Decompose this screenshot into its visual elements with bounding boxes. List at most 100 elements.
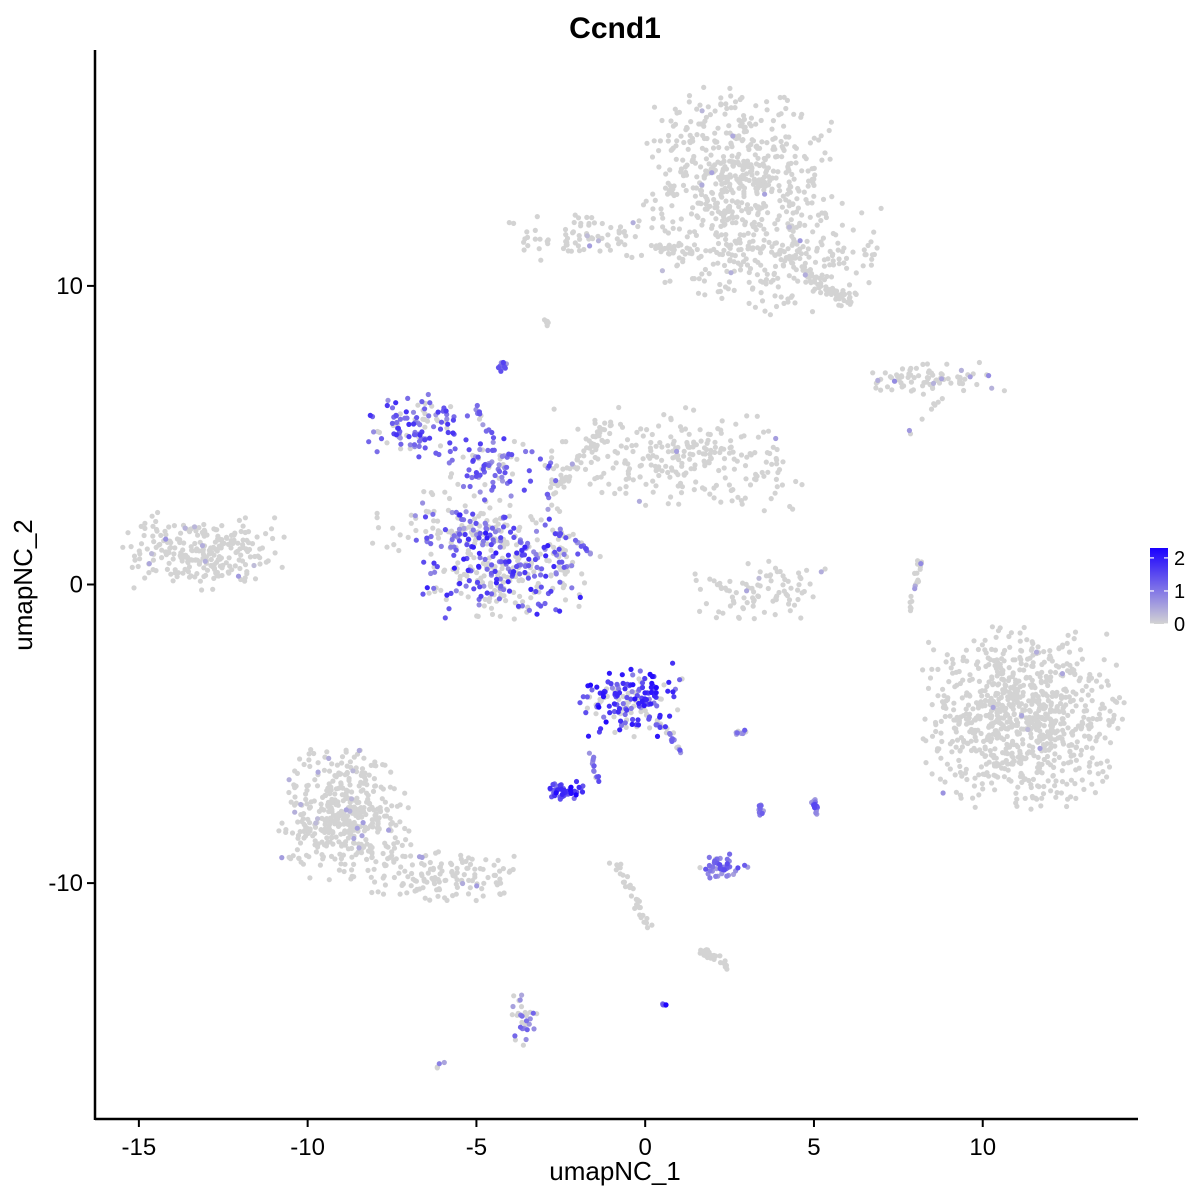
cell-point bbox=[384, 440, 390, 446]
cell-point bbox=[899, 384, 905, 390]
cell-point bbox=[297, 840, 304, 846]
cell-point bbox=[732, 238, 738, 244]
cell-point bbox=[180, 570, 186, 576]
cell-point bbox=[460, 454, 466, 460]
cell-point bbox=[1005, 677, 1012, 684]
cell-point bbox=[687, 250, 693, 256]
cell-point bbox=[573, 792, 579, 798]
cell-point bbox=[598, 474, 604, 480]
cell-point bbox=[653, 685, 659, 691]
cell-point bbox=[626, 475, 632, 481]
cell-point bbox=[1040, 742, 1047, 748]
cell-point bbox=[408, 512, 414, 518]
cell-point bbox=[1070, 697, 1076, 703]
cell-point bbox=[535, 580, 541, 587]
cell-point bbox=[791, 264, 797, 270]
cell-point bbox=[1013, 742, 1020, 748]
cell-point bbox=[522, 544, 528, 550]
cell-point bbox=[615, 709, 621, 715]
cell-point bbox=[1038, 803, 1044, 809]
cell-point bbox=[590, 756, 596, 763]
cell-point bbox=[718, 210, 724, 217]
cell-point bbox=[703, 947, 710, 953]
cell-point bbox=[662, 724, 669, 730]
cell-point bbox=[431, 881, 438, 887]
cell-point bbox=[645, 453, 651, 459]
cell-point bbox=[579, 571, 585, 577]
cell-point bbox=[818, 290, 824, 296]
cell-point bbox=[371, 429, 377, 435]
cell-point bbox=[965, 702, 972, 708]
cell-point bbox=[1029, 677, 1035, 683]
cell-point bbox=[753, 121, 759, 127]
cell-point bbox=[1099, 701, 1105, 707]
cell-point bbox=[420, 885, 426, 891]
cell-point bbox=[809, 309, 816, 315]
cell-point bbox=[795, 278, 801, 284]
cell-point bbox=[930, 380, 937, 386]
cell-point bbox=[799, 212, 805, 218]
cell-point bbox=[1010, 706, 1016, 712]
cell-point bbox=[884, 384, 891, 390]
cell-point bbox=[467, 483, 473, 490]
cell-point bbox=[431, 585, 437, 591]
cell-point bbox=[928, 406, 935, 412]
cell-point bbox=[559, 791, 566, 798]
cell-point bbox=[744, 206, 751, 212]
cell-point bbox=[657, 696, 663, 702]
cell-point bbox=[688, 466, 694, 472]
cell-point bbox=[356, 845, 362, 851]
cell-point bbox=[517, 571, 523, 577]
cell-point bbox=[694, 213, 700, 219]
cell-point bbox=[683, 187, 689, 194]
cell-point bbox=[622, 458, 628, 464]
cell-point bbox=[398, 441, 404, 447]
cell-point bbox=[681, 139, 687, 146]
cell-point bbox=[329, 761, 335, 767]
cell-point bbox=[654, 703, 660, 709]
cell-point bbox=[1018, 726, 1025, 732]
cell-point bbox=[389, 849, 395, 855]
cell-point bbox=[838, 303, 844, 309]
cell-point bbox=[724, 856, 730, 862]
cell-point bbox=[455, 560, 461, 566]
cell-point bbox=[721, 456, 728, 462]
cell-point bbox=[162, 528, 168, 534]
cell-point bbox=[636, 218, 642, 224]
cell-point bbox=[805, 246, 811, 252]
cell-point bbox=[726, 588, 733, 594]
cell-point bbox=[391, 786, 397, 792]
cell-point bbox=[649, 922, 655, 928]
cell-point bbox=[958, 367, 965, 373]
cell-point bbox=[240, 523, 246, 529]
cell-point bbox=[642, 690, 648, 696]
cell-point bbox=[374, 449, 380, 455]
cell-point bbox=[1025, 656, 1031, 662]
cell-point bbox=[1006, 689, 1012, 695]
cell-point bbox=[1008, 630, 1015, 636]
cell-point bbox=[649, 225, 655, 231]
cell-point bbox=[614, 236, 620, 242]
cell-point bbox=[665, 688, 671, 694]
cell-point bbox=[386, 827, 392, 833]
cell-point bbox=[1030, 694, 1036, 701]
cell-point bbox=[738, 262, 744, 268]
cell-point bbox=[711, 495, 717, 501]
cell-point bbox=[311, 798, 317, 804]
cell-point bbox=[973, 748, 979, 754]
cell-point bbox=[944, 761, 951, 767]
cell-point bbox=[484, 541, 490, 547]
cell-point bbox=[1002, 647, 1008, 654]
cell-point bbox=[677, 747, 683, 753]
cell-point bbox=[865, 242, 871, 249]
cell-point bbox=[866, 280, 872, 286]
cell-point bbox=[761, 155, 767, 162]
cell-point bbox=[724, 177, 731, 184]
cell-point bbox=[347, 782, 353, 788]
cell-point bbox=[908, 593, 914, 600]
cell-point bbox=[533, 588, 539, 595]
cell-point bbox=[467, 885, 473, 891]
cell-point bbox=[365, 796, 371, 803]
cell-point bbox=[571, 219, 577, 226]
cell-point bbox=[958, 735, 965, 741]
